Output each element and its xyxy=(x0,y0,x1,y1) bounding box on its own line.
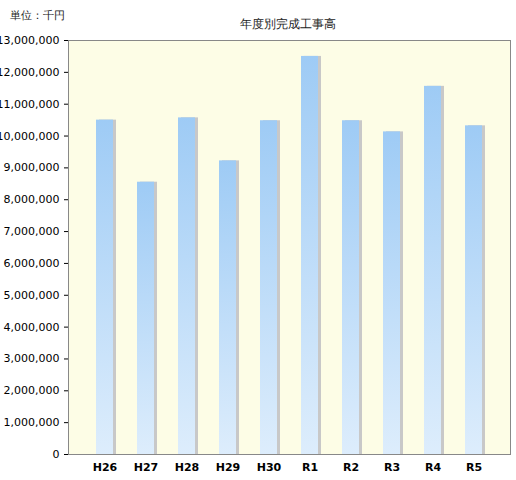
svg-text:6,000,000: 6,000,000 xyxy=(4,257,60,270)
svg-text:10,000,000: 10,000,000 xyxy=(0,130,60,143)
svg-text:4,000,000: 4,000,000 xyxy=(4,321,60,334)
svg-text:9,000,000: 9,000,000 xyxy=(4,161,60,174)
svg-text:R3: R3 xyxy=(384,461,400,474)
svg-text:2,000,000: 2,000,000 xyxy=(4,384,60,397)
svg-text:R5: R5 xyxy=(466,461,482,474)
svg-text:1,000,000: 1,000,000 xyxy=(4,416,60,429)
svg-text:H28: H28 xyxy=(175,461,200,474)
svg-text:H29: H29 xyxy=(216,461,241,474)
svg-text:H30: H30 xyxy=(257,461,282,474)
svg-text:R4: R4 xyxy=(425,461,441,474)
svg-text:7,000,000: 7,000,000 xyxy=(4,225,60,238)
svg-text:R2: R2 xyxy=(343,461,359,474)
svg-text:H27: H27 xyxy=(134,461,159,474)
svg-text:11,000,000: 11,000,000 xyxy=(0,98,60,111)
html-text:年度別完成工事高: 年度別完成工事高 xyxy=(240,17,336,31)
svg-text:R1: R1 xyxy=(302,461,318,474)
svg-text:5,000,000: 5,000,000 xyxy=(4,289,60,302)
svg-text:0: 0 xyxy=(53,448,60,461)
svg-text:3,000,000: 3,000,000 xyxy=(4,352,60,365)
svg-text:13,000,000: 13,000,000 xyxy=(0,34,60,47)
svg-text:8,000,000: 8,000,000 xyxy=(4,193,60,206)
html-text:単位：千円: 単位：千円 xyxy=(10,9,65,22)
svg-text:12,000,000: 12,000,000 xyxy=(0,66,60,79)
svg-text:H26: H26 xyxy=(93,461,118,474)
